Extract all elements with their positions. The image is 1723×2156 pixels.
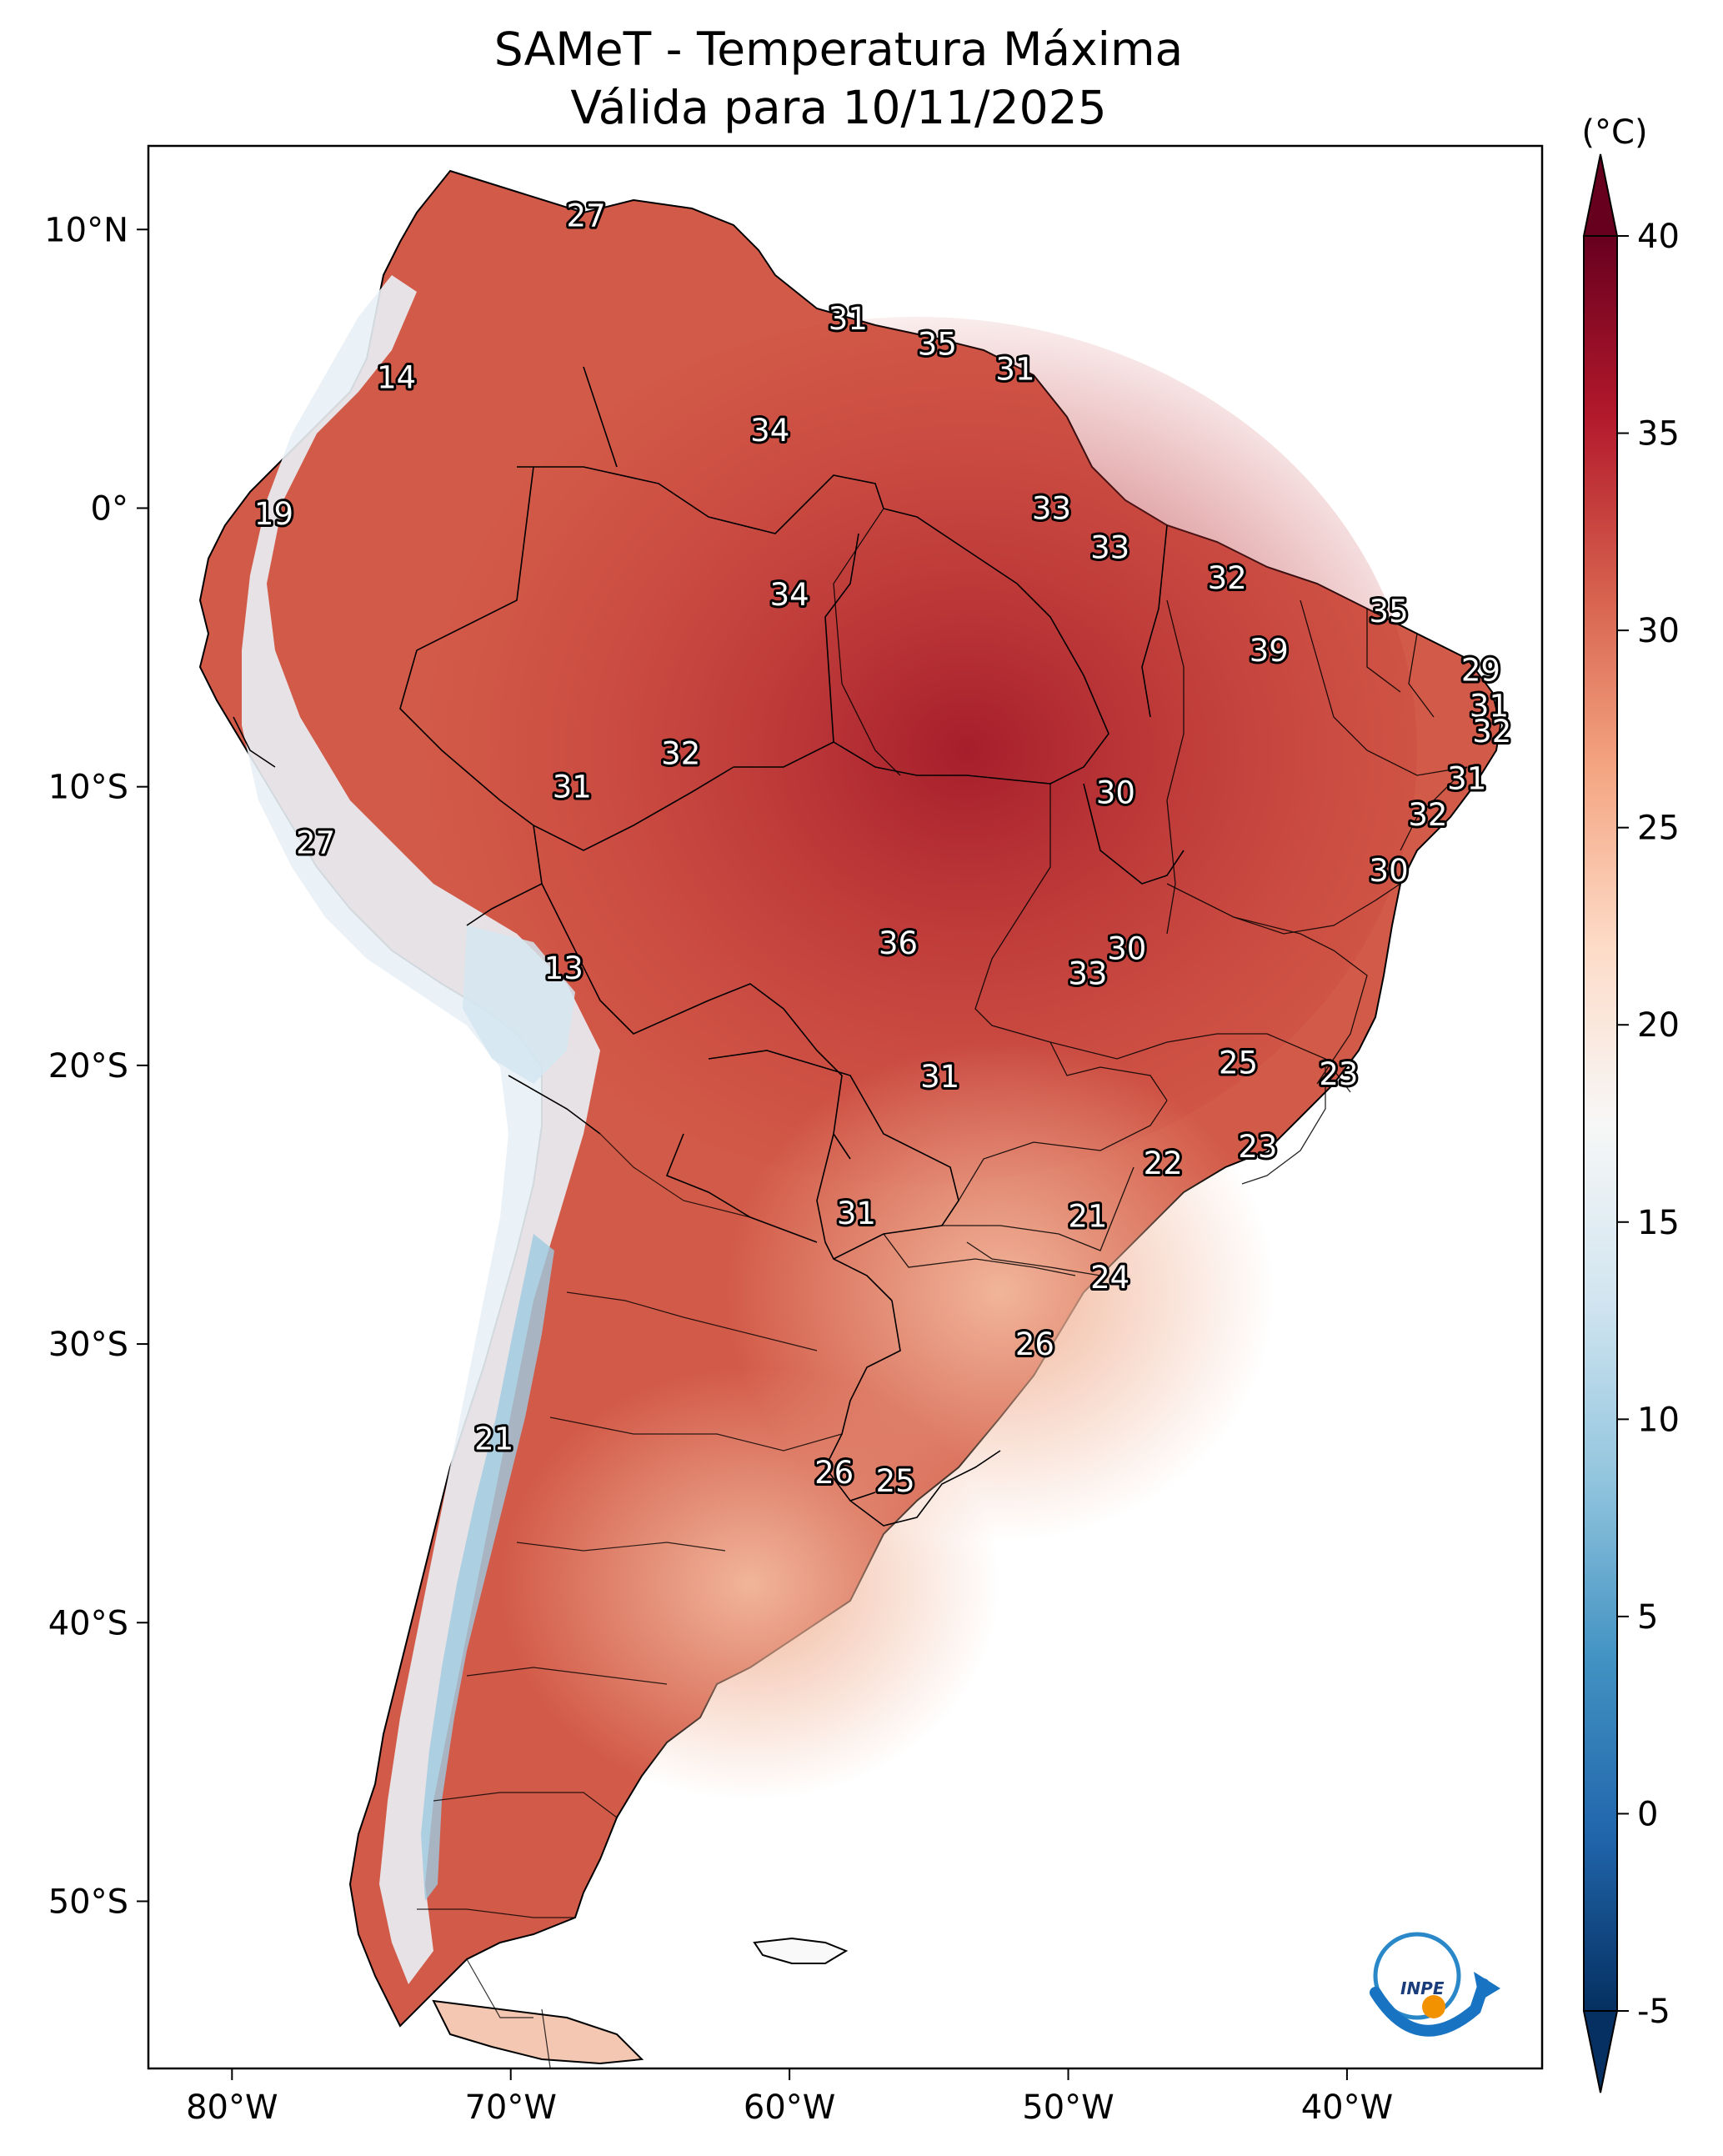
colorbar-bottom-arrow [1582, 2010, 1619, 2093]
station-temperature-label: 27 [296, 825, 335, 861]
station-temperature-label: 23 [1319, 1056, 1358, 1092]
logo-text: INPE [1400, 1978, 1445, 1998]
lat-tick-label: 30°S [48, 1326, 128, 1364]
colorbar-tick-label: 0 [1637, 1795, 1658, 1833]
station-temperature-label: 31 [837, 1196, 876, 1231]
colorbar-tick-label: 40 [1637, 218, 1680, 256]
tierra-del-fuego [432, 1999, 644, 2065]
station-temperature-label: 39 [1250, 633, 1289, 669]
colorbar: (°C) 40 35 30 25 20 15 10 5 0 -5 [1581, 113, 1680, 2093]
colorbar-tick-label: -5 [1637, 1993, 1670, 2031]
altiplano-cold-patch [463, 925, 575, 1084]
colorbar-ticks: 40 35 30 25 20 15 10 5 0 -5 [1617, 218, 1680, 2031]
station-temperature-label: 36 [879, 925, 918, 961]
station-temperature-label: 31 [1447, 761, 1486, 797]
station-temperature-label: 34 [750, 413, 789, 449]
state-borders [833, 508, 1468, 1276]
station-temperature-label: 29 [1461, 652, 1500, 688]
station-temperature-label: 23 [1238, 1129, 1277, 1165]
lon-tick-label: 80°W [186, 2088, 278, 2127]
station-temperature-label: 30 [1370, 853, 1409, 889]
station-temperature-label: 32 [661, 736, 700, 772]
colorbar-tick-label: 15 [1637, 1204, 1680, 1242]
station-temperature-label: 19 [254, 496, 293, 532]
station-temperature-label: 14 [377, 359, 416, 395]
station-temperature-label: 34 [770, 577, 809, 613]
inpe-logo: INPE [1370, 1932, 1500, 2037]
station-temperature-label: 33 [1032, 490, 1071, 526]
andes-cold-strip [242, 275, 600, 1984]
station-temperature-label: 31 [829, 301, 868, 337]
station-temperature-label: 32 [1208, 560, 1247, 596]
longitude-axis: 80°W 70°W 60°W 50°W 40°W [186, 2068, 1393, 2127]
andes-blue-core [421, 1234, 554, 1901]
colorbar-tick-label: 5 [1637, 1598, 1658, 1637]
station-temperature-label: 35 [918, 326, 957, 362]
station-temperature-label: 31 [995, 351, 1034, 387]
station-temperature-label: 32 [1408, 797, 1447, 833]
colorbar-tick-label: 35 [1637, 415, 1680, 454]
lat-tick-label: 50°S [48, 1883, 128, 1921]
map-area [148, 146, 1542, 2068]
station-temperature-label: 30 [1107, 931, 1146, 967]
station-temperature-label: 25 [876, 1463, 915, 1499]
province-borders [417, 1133, 843, 2068]
logo-arc [1370, 1978, 1490, 2037]
title-line2: Válida para 10/11/2025 [570, 81, 1106, 134]
colorbar-tick-label: 10 [1637, 1401, 1680, 1439]
station-temperature-label: 33 [1068, 956, 1107, 992]
station-temperature-label: 27 [566, 198, 605, 234]
latitude-axis: 10°N 0° 10°S 20°S 30°S 40°S 50°S [44, 211, 148, 1921]
colorbar-gradient [1583, 235, 1618, 2012]
colorbar-top-arrow [1582, 153, 1619, 237]
mild-pampas-shading [500, 1367, 1000, 1801]
station-temperature-label: 31 [553, 770, 592, 805]
lon-tick-label: 60°W [744, 2088, 835, 2127]
lon-tick-label: 70°W [464, 2088, 556, 2127]
station-temperature-label: 32 [1472, 714, 1511, 750]
station-temperature-label: 35 [1370, 594, 1409, 629]
station-temperature-label: 13 [544, 950, 584, 986]
colorbar-unit: (°C) [1581, 113, 1647, 152]
falkland-islands [753, 1937, 849, 1964]
station-temperature-label: 31 [1470, 689, 1509, 725]
station-temperature-label: 25 [1219, 1045, 1258, 1081]
lat-tick-label: 40°S [48, 1604, 128, 1642]
logo-arrow [1474, 1972, 1500, 2001]
station-temperature-label: 21 [1068, 1198, 1107, 1234]
lat-tick-label: 0° [91, 489, 128, 528]
station-temperature-label: 22 [1144, 1146, 1183, 1181]
station-temperature-label: 26 [1015, 1326, 1054, 1362]
station-temperature-label: 31 [920, 1059, 959, 1095]
hot-interior-shading [417, 317, 1417, 1184]
lat-tick-label: 10°S [48, 769, 128, 807]
lon-tick-label: 40°W [1301, 2088, 1393, 2127]
station-temperature-label: 30 [1096, 775, 1135, 810]
title-line1: SAMeT - Temperatura Máxima [494, 23, 1183, 76]
colorbar-tick-label: 30 [1637, 612, 1680, 650]
station-temperature-label: 21 [474, 1421, 513, 1457]
logo-ring [1373, 1932, 1461, 2020]
lat-tick-label: 10°N [44, 211, 128, 249]
lat-tick-label: 20°S [48, 1047, 128, 1086]
lon-tick-label: 50°W [1022, 2088, 1114, 2127]
station-temperature-label: 33 [1090, 529, 1129, 565]
station-temperature-label: 24 [1090, 1260, 1129, 1296]
colorbar-tick-label: 25 [1637, 810, 1680, 848]
logo-dot [1422, 1995, 1445, 2018]
map-frame [147, 144, 1544, 2070]
colorbar-tick-label: 20 [1637, 1006, 1680, 1045]
station-temperature-label: 26 [814, 1455, 854, 1491]
country-borders [233, 366, 1185, 1527]
